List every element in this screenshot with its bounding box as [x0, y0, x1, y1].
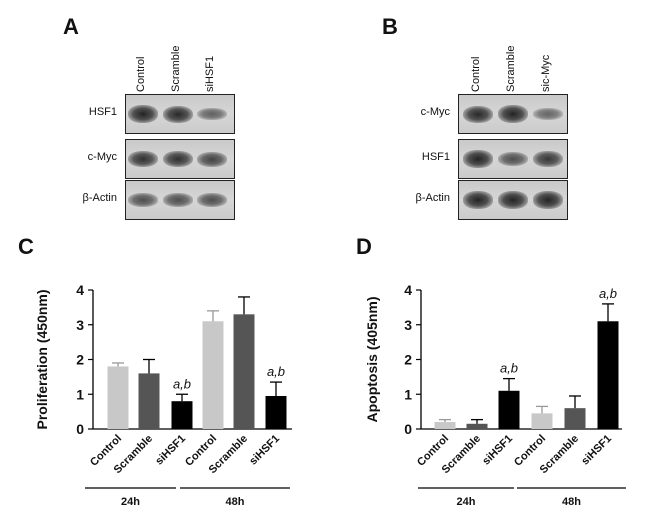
proliferation-y-tick-label: 0 — [76, 421, 84, 437]
apoptosis-bar — [434, 422, 456, 429]
lane-label-a-2: Scramble — [170, 45, 182, 92]
band-b-3-2 — [498, 191, 528, 209]
apoptosis-bar — [597, 321, 619, 429]
apoptosis-group-label: 24h — [457, 496, 476, 508]
band-b-1-3 — [533, 108, 563, 120]
lane-label-b-3: sic-Myc — [540, 54, 552, 92]
band-b-1-1 — [463, 105, 493, 123]
band-a-2-2 — [163, 150, 193, 168]
apoptosis-y-tick-label: 1 — [404, 386, 412, 402]
blot-strip-a-hsf1 — [125, 94, 235, 134]
proliferation-group-label: 24h — [121, 496, 140, 508]
apoptosis-bar — [498, 390, 520, 429]
proliferation-y-tick-label: 2 — [76, 352, 84, 368]
proliferation-bar — [107, 366, 129, 429]
band-b-2-2 — [498, 152, 528, 166]
proliferation-group-label: 48h — [226, 496, 245, 508]
panel-letter-b: B — [382, 14, 398, 39]
blot-strip-b-cmyc — [458, 94, 568, 134]
apoptosis-bar — [466, 423, 488, 429]
panel-letter-c: C — [18, 234, 34, 259]
blot-row-label-b-3: β-Actin — [415, 192, 450, 204]
band-b-2-1 — [463, 150, 493, 168]
band-b-3-1 — [463, 191, 493, 209]
band-a-1-2 — [163, 105, 193, 123]
band-a-3-2 — [163, 193, 193, 207]
proliferation-bar — [265, 395, 287, 429]
proliferation-y-axis-label: Proliferation (450nm) — [34, 289, 50, 429]
band-a-2-1 — [128, 150, 158, 168]
apoptosis-annotation: a,b — [599, 286, 617, 301]
blot-row-label-b-2: HSF1 — [421, 151, 450, 163]
apoptosis-group-label: 48h — [562, 496, 581, 508]
proliferation-y-tick-label: 4 — [76, 282, 84, 298]
apoptosis-y-tick-label: 2 — [404, 352, 412, 368]
apoptosis-y-axis-label: Apoptosis (405nm) — [364, 296, 380, 422]
blot-strip-b-actin — [458, 180, 568, 220]
lane-label-b-1: Control — [470, 56, 482, 92]
lane-label-b-2: Scramble — [505, 45, 517, 92]
blot-row-label-a-1: HSF1 — [88, 106, 117, 118]
band-b-1-2 — [498, 105, 528, 123]
lane-label-a-1: Control — [135, 56, 147, 92]
blot-row-label-b-1: c-Myc — [420, 106, 450, 118]
apoptosis-category-label: siHSF1 — [480, 433, 515, 468]
panel-letter-d: D — [356, 234, 372, 259]
band-a-1-1 — [128, 105, 158, 123]
blot-row-label-a-3: β-Actin — [82, 192, 117, 204]
proliferation-y-tick-label: 3 — [76, 317, 84, 333]
proliferation-category-label: siHSF1 — [153, 433, 188, 468]
proliferation-annotation: a,b — [267, 364, 285, 379]
proliferation-y-tick-label: 1 — [76, 386, 84, 402]
blot-strip-b-hsf1 — [458, 139, 568, 179]
apoptosis-annotation: a,b — [500, 361, 518, 376]
blot-row-label-a-2: c-Myc — [87, 151, 117, 163]
proliferation-category-label: siHSF1 — [247, 433, 282, 468]
proliferation-bar — [202, 321, 224, 429]
band-a-2-3 — [197, 151, 227, 167]
proliferation-bar — [138, 373, 160, 429]
lane-label-a-3: siHSF1 — [204, 55, 216, 92]
apoptosis-y-tick-label: 4 — [404, 282, 412, 298]
band-a-3-3 — [197, 193, 227, 207]
blot-strip-a-actin — [125, 180, 235, 220]
apoptosis-y-tick-label: 0 — [404, 421, 412, 437]
apoptosis-y-tick-label: 3 — [404, 317, 412, 333]
proliferation-bar — [171, 401, 193, 429]
band-a-3-1 — [128, 193, 158, 207]
band-b-2-3 — [533, 151, 563, 167]
apoptosis-category-label: siHSF1 — [579, 433, 614, 468]
band-b-3-3 — [533, 191, 563, 209]
apoptosis-bar — [531, 413, 553, 429]
proliferation-annotation: a,b — [173, 376, 191, 391]
apoptosis-bar — [564, 408, 586, 429]
band-a-1-3 — [197, 107, 227, 121]
proliferation-bar — [233, 314, 255, 429]
panel-letter-a: A — [63, 14, 79, 39]
blot-strip-a-cmyc — [125, 139, 235, 179]
